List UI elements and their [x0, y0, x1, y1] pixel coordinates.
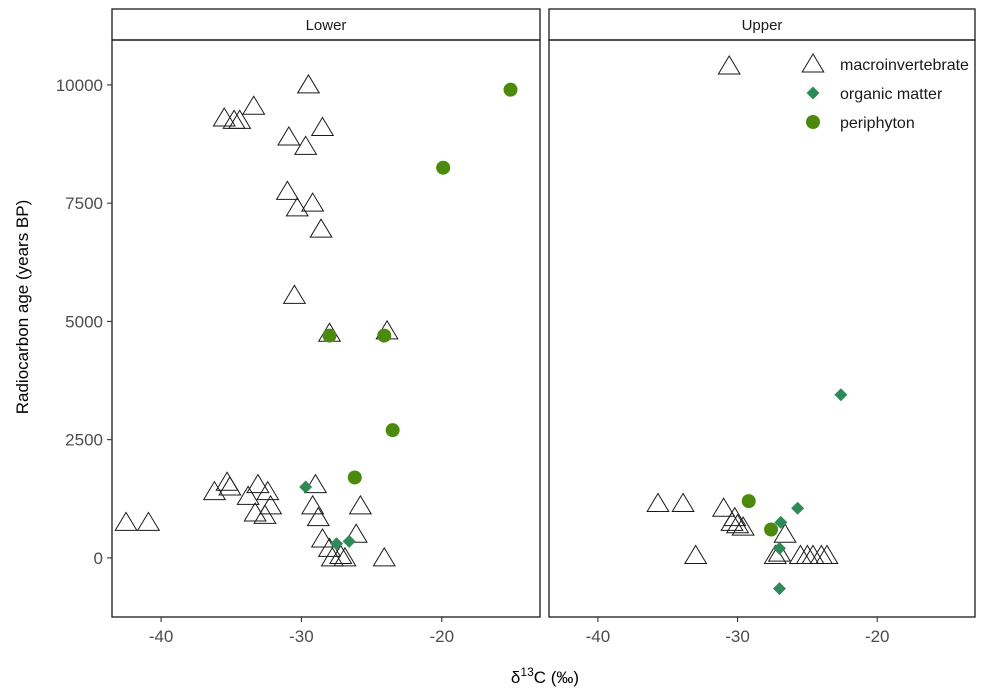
point-organic-matter [774, 515, 788, 529]
point-macroinvertebrate [114, 511, 138, 531]
point-macroinvertebrate [303, 473, 328, 494]
point-macroinvertebrate [246, 473, 270, 494]
strip-label-lower: Lower [306, 17, 347, 34]
point-organic-matter [299, 480, 313, 494]
point-macroinvertebrate [228, 109, 252, 129]
marks-lower [114, 73, 518, 567]
y-tick-label: 10000 [56, 76, 103, 95]
point-macroinvertebrate [711, 497, 736, 517]
point-macroinvertebrate [236, 485, 260, 505]
point-macroinvertebrate [773, 523, 797, 543]
point-organic-matter [342, 534, 356, 548]
point-macroinvertebrate [646, 492, 670, 512]
strip-label-upper: Upper [742, 17, 783, 34]
x-tick-label: -40 [149, 627, 174, 646]
panel-border-lower [111, 39, 541, 618]
point-macroinvertebrate [344, 523, 368, 543]
strip-lower [111, 8, 541, 41]
point-macroinvertebrate [310, 527, 335, 548]
legend-label: macroinvertebrate [840, 57, 969, 74]
point-periphyton [764, 522, 779, 537]
point-macroinvertebrate [320, 546, 344, 567]
y-tick-label: 7500 [65, 194, 103, 213]
point-macroinvertebrate [310, 116, 335, 136]
x-axis-upper: -40 -30 -20 [586, 617, 890, 646]
point-macroinvertebrate [725, 513, 750, 534]
point-periphyton [322, 328, 337, 343]
point-macroinvertebrate [296, 73, 321, 94]
point-periphyton [503, 82, 518, 97]
y-axis: 0 2500 5000 7500 10000 [56, 76, 112, 568]
point-macroinvertebrate [348, 494, 373, 515]
point-macroinvertebrate [277, 125, 301, 146]
legend-label: periphyton [840, 115, 915, 132]
point-macroinvertebrate [293, 135, 318, 155]
point-organic-matter [791, 501, 805, 515]
point-macroinvertebrate [671, 492, 695, 512]
point-macroinvertebrate [300, 192, 325, 212]
legend-label: organic matter [840, 86, 943, 103]
point-periphyton [436, 160, 451, 175]
point-macroinvertebrate [333, 546, 357, 567]
point-periphyton [347, 470, 362, 485]
point-macroinvertebrate [731, 516, 755, 536]
point-organic-matter [772, 541, 786, 555]
y-tick-label: 2500 [65, 431, 103, 450]
x-axis-lower: -40 -30 -20 [149, 617, 454, 646]
x-tick-label: -20 [429, 627, 454, 646]
point-macroinvertebrate [723, 506, 747, 527]
point-periphyton [385, 423, 400, 438]
x-tick-label: -40 [586, 627, 611, 646]
point-macroinvertebrate [683, 544, 708, 565]
legend-key-organic-matter [806, 86, 820, 100]
point-macroinvertebrate [258, 494, 283, 515]
point-macroinvertebrate [242, 95, 266, 115]
panel-upper: Upper -40 -30 -20 [548, 8, 976, 646]
point-macroinvertebrate [275, 180, 300, 200]
y-tick-label: 0 [94, 549, 103, 568]
panel-border-upper [548, 39, 976, 618]
point-macroinvertebrate [218, 475, 242, 496]
panel-lower: Lower -40 -30 -20 [111, 8, 541, 646]
marks-upper [646, 55, 848, 596]
point-macroinvertebrate [306, 506, 330, 527]
point-organic-matter [772, 582, 786, 596]
point-organic-matter [834, 388, 848, 402]
point-macroinvertebrate [767, 542, 792, 562]
x-tick-label: -30 [289, 627, 314, 646]
point-organic-matter [330, 537, 344, 551]
y-axis-title: Radiocarbon age (years BP) [13, 200, 32, 415]
point-macroinvertebrate [300, 494, 325, 515]
legend: macroinvertebrate organic matter periphyto… [801, 53, 969, 132]
legend-key-macroinvertebrate [801, 53, 825, 73]
point-macroinvertebrate [815, 544, 839, 565]
point-macroinvertebrate [282, 284, 307, 304]
point-macroinvertebrate [309, 218, 333, 238]
x-axis-title: δ13C (‰) [511, 665, 579, 687]
point-macroinvertebrate [763, 544, 787, 565]
x-tick-label: -20 [865, 627, 890, 646]
point-macroinvertebrate [243, 501, 267, 522]
point-periphyton [741, 494, 756, 509]
point-macroinvertebrate [717, 55, 741, 75]
point-periphyton [377, 328, 392, 343]
x-tick-label: -30 [725, 627, 750, 646]
point-macroinvertebrate [329, 544, 353, 565]
point-macroinvertebrate [285, 196, 309, 217]
point-macroinvertebrate [136, 511, 161, 531]
y-tick-label: 5000 [65, 312, 103, 331]
point-macroinvertebrate [372, 546, 396, 567]
legend-key-periphyton [806, 115, 820, 129]
